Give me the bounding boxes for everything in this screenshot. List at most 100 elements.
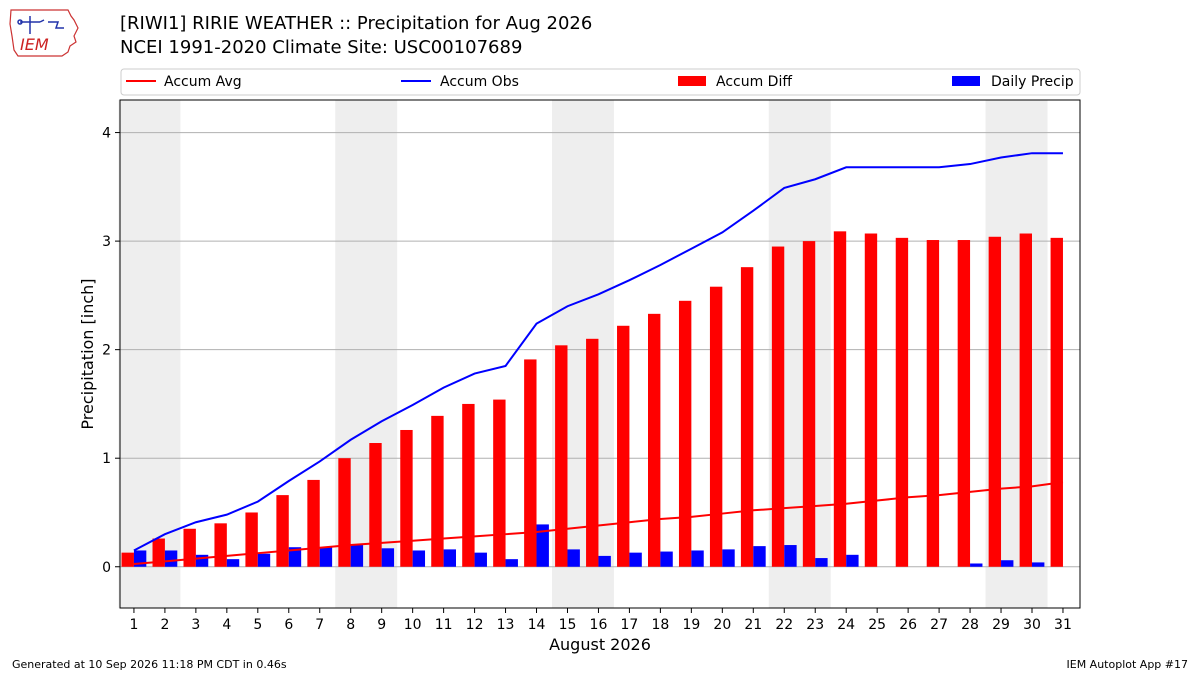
accum-diff-bar <box>152 538 165 567</box>
accum-diff-bar <box>245 512 258 567</box>
daily-precip-bar <box>288 547 302 567</box>
x-axis-ticks: 1 2 3 4 5 6 7 8 9 10 11 12 13 14 15 16 17 18 19 20 21 22 23 24 2… <box>129 608 1072 633</box>
chart-subtitle: NCEI 1991-2020 Climate Site: USC00107689 <box>120 37 523 58</box>
daily-precip-bar <box>412 550 426 567</box>
accum-diff-bar <box>833 231 847 567</box>
logo-text: IEM <box>20 35 49 54</box>
x-tick-label: 12 <box>466 617 484 633</box>
x-tick-label: 9 <box>377 617 386 633</box>
accum-diff-bars <box>121 231 1063 567</box>
daily-precip-bar <box>443 549 456 567</box>
daily-precip-bar <box>970 563 983 567</box>
x-tick-label: 4 <box>222 617 231 633</box>
x-tick-label: 3 <box>191 617 200 633</box>
daily-precip-bar <box>1001 560 1014 567</box>
x-tick-label: 20 <box>713 617 731 633</box>
x-tick-label: 24 <box>837 617 855 633</box>
accum-diff-bar <box>678 300 692 567</box>
x-tick-label: 15 <box>559 617 577 633</box>
accum-diff-bar <box>462 403 475 567</box>
daily-precip-bar <box>660 551 673 567</box>
daily-precip-bar <box>474 552 487 567</box>
accum-diff-bar <box>771 246 785 567</box>
legend-daily-precip-label: Daily Precip <box>991 74 1074 90</box>
x-tick-label: 16 <box>590 617 608 633</box>
x-tick-label: 21 <box>744 617 762 633</box>
x-tick-label: 25 <box>868 617 886 633</box>
x-tick-label: 26 <box>899 617 917 633</box>
legend-accum-diff-swatch <box>678 76 706 86</box>
daily-precip-bar <box>784 545 797 567</box>
accum-diff-bar <box>1050 237 1063 567</box>
x-tick-label: 11 <box>435 617 453 633</box>
accum-lines <box>133 152 1064 566</box>
x-tick-label: 27 <box>930 617 948 633</box>
x-tick-label: 18 <box>651 617 669 633</box>
daily-precip-bar <box>257 553 271 567</box>
accum-diff-bar <box>957 240 971 567</box>
daily-precip-bars <box>133 524 1045 567</box>
accum-diff-bar <box>555 345 568 567</box>
accum-diff-bar <box>740 267 754 567</box>
x-tick-label: 28 <box>961 617 979 633</box>
x-tick-label: 23 <box>806 617 824 633</box>
y-tick-label: 4 <box>102 126 111 142</box>
legend-accum-obs-label: Accum Obs <box>440 74 519 90</box>
daily-precip-bar <box>381 548 395 567</box>
x-tick-label: 19 <box>682 617 700 633</box>
daily-precip-bar <box>598 555 611 567</box>
accum-diff-bar <box>276 495 289 567</box>
daily-precip-bar <box>164 550 178 567</box>
daily-precip-bar <box>505 559 518 567</box>
accum-diff-bar <box>183 528 196 567</box>
x-tick-label: 6 <box>284 617 293 633</box>
accum-obs-line <box>133 152 1063 552</box>
x-tick-label: 13 <box>497 617 515 633</box>
generated-timestamp: Generated at 10 Sep 2026 11:18 PM CDT in… <box>12 658 287 671</box>
x-tick-label: 5 <box>253 617 262 633</box>
accum-diff-bar <box>617 325 630 567</box>
accum-diff-bar <box>864 233 878 567</box>
daily-precip-bar <box>226 559 240 567</box>
accum-diff-bar <box>493 399 506 567</box>
y-axis-label: Precipitation [inch] <box>78 278 97 429</box>
legend-accum-diff-label: Accum Diff <box>716 74 792 90</box>
daily-precip-bar <box>846 554 859 567</box>
x-tick-label: 22 <box>775 617 793 633</box>
accum-avg-line <box>133 481 1064 566</box>
accum-diff-bar <box>1019 233 1032 567</box>
weekend-shade-band <box>118 100 181 608</box>
x-axis-label: August 2026 <box>549 635 651 654</box>
accum-diff-bar <box>648 313 661 567</box>
daily-precip-bar <box>350 545 364 567</box>
accum-diff-bar <box>369 443 382 567</box>
legend-daily-precip-swatch <box>952 76 980 86</box>
accum-diff-bar <box>926 240 940 567</box>
x-tick-label: 14 <box>528 617 546 633</box>
iem-logo: IEM <box>8 6 80 58</box>
x-tick-label: 30 <box>1023 617 1041 633</box>
daily-precip-bar <box>195 554 209 567</box>
legend-box <box>120 68 1081 96</box>
y-axis-ticks: 0 1 2 3 4 <box>102 126 120 576</box>
x-tick-label: 10 <box>404 617 422 633</box>
daily-precip-bar <box>815 558 828 567</box>
daily-precip-bar <box>722 549 735 567</box>
daily-precip-bar <box>536 524 549 567</box>
y-tick-label: 0 <box>102 560 111 576</box>
daily-precip-bar <box>753 546 766 567</box>
x-tick-label: 29 <box>992 617 1010 633</box>
y-tick-label: 2 <box>102 343 111 359</box>
daily-precip-bar <box>1032 562 1045 567</box>
x-tick-label: 17 <box>621 617 639 633</box>
accum-diff-bar <box>709 286 723 567</box>
plot-frame <box>119 99 1081 609</box>
accum-diff-bar <box>214 523 227 567</box>
chart-title: [RIWI1] RIRIE WEATHER :: Precipitation f… <box>120 13 593 34</box>
x-tick-label: 1 <box>129 617 138 633</box>
legend-accum-avg-label: Accum Avg <box>164 74 242 90</box>
legend: Accum Avg Accum Obs Accum Diff Daily Pre… <box>120 68 1081 96</box>
accum-diff-bar <box>586 338 599 567</box>
accum-diff-bar <box>307 479 320 567</box>
